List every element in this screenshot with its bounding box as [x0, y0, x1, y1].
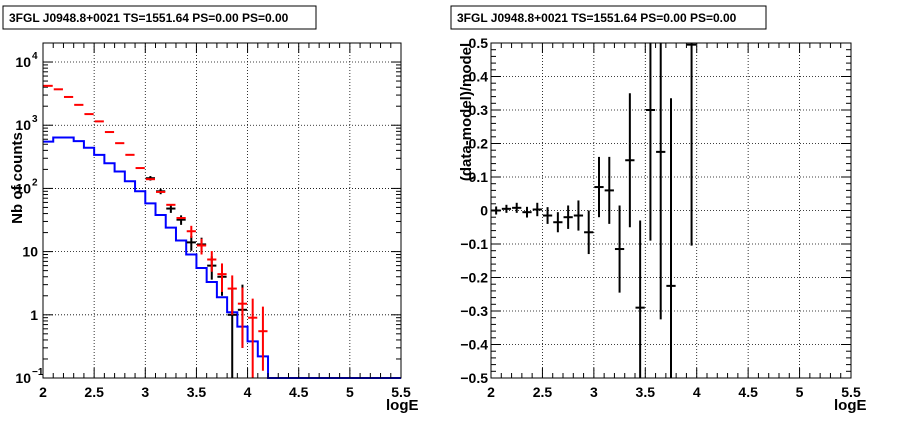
right-x-tick-label: 5.5 [841, 384, 861, 400]
right-x-tick-label: 2 [487, 384, 495, 400]
left-y-tick-label: 10 [15, 117, 31, 133]
left-x-tick-label: 4.5 [289, 384, 309, 400]
right-y-tick-label: −0.3 [460, 303, 488, 319]
right-x-tick-label: 4 [693, 384, 701, 400]
right-y-tick-label: 0.3 [469, 102, 489, 118]
right-x-tick-label: 5 [796, 384, 804, 400]
right-y-tick-label: 0.5 [469, 35, 489, 51]
left-y-tick-exponent: 3 [32, 114, 38, 125]
right-y-tick-label: −0.4 [460, 337, 488, 353]
left-y-tick-label: 10 [15, 370, 31, 386]
left-title-box: 3FGL J0948.8+0021 TS=1551.64 PS=0.00 PS=… [2, 5, 317, 30]
left-x-axis-title: logE [386, 397, 419, 414]
left-x-tick-label: 4 [244, 384, 252, 400]
right-y-tick-label: −0.2 [460, 270, 488, 286]
model-step-line [43, 136, 401, 379]
right-y-tick-label: 0.2 [469, 136, 489, 152]
left-x-tick-label: 3 [141, 384, 149, 400]
left-y-tick-exponent: 4 [32, 51, 38, 62]
right-x-tick-label: 3 [590, 384, 598, 400]
right-y-tick-label: 0.4 [469, 69, 489, 85]
right-y-tick-label: 0.1 [469, 169, 489, 185]
left-chart-title: 3FGL J0948.8+0021 TS=1551.64 PS=0.00 PS=… [9, 11, 289, 25]
left-y-tick-exponent: 2 [32, 177, 38, 188]
left-x-tick-label: 2 [39, 384, 47, 400]
left-y-axis-title: Nb of counts [9, 132, 26, 224]
left-x-tick-label: 3.5 [187, 384, 207, 400]
right-y-tick-label: 0 [480, 203, 488, 219]
left-plot-frame [42, 42, 402, 379]
left-y-tick-label: 10 [15, 180, 31, 196]
left-x-tick-label: 2.5 [84, 384, 104, 400]
right-y-tick-label: −0.5 [460, 370, 488, 386]
left-y-tick-label: 10 [15, 54, 31, 70]
right-x-tick-label: 4.5 [738, 384, 758, 400]
right-x-tick-label: 2.5 [533, 384, 553, 400]
left-x-tick-label: 5 [346, 384, 354, 400]
residual-plot: 2 2.5 3 3.5 4 4.5 5 5.5 0.5 0.4 0.3 0.2 0.1 0 −0.1 −0.2… [460, 35, 861, 400]
right-chart-title: 3FGL J0948.8+0021 TS=1551.64 PS=0.00 PS=… [457, 11, 737, 25]
left-y-tick-exponent: −1 [32, 367, 44, 378]
right-y-tick-label: −0.1 [460, 236, 488, 252]
right-y-axis-title: (data-model)/model [458, 43, 475, 181]
left-y-tick-label: 10 [22, 244, 38, 260]
left-x-tick-label: 5.5 [391, 384, 411, 400]
right-x-axis-title: logE [834, 397, 867, 414]
left-y-tick-label: 1 [30, 307, 38, 323]
right-title-box: 3FGL J0948.8+0021 TS=1551.64 PS=0.00 PS=… [450, 5, 767, 30]
right-x-tick-label: 3.5 [636, 384, 656, 400]
